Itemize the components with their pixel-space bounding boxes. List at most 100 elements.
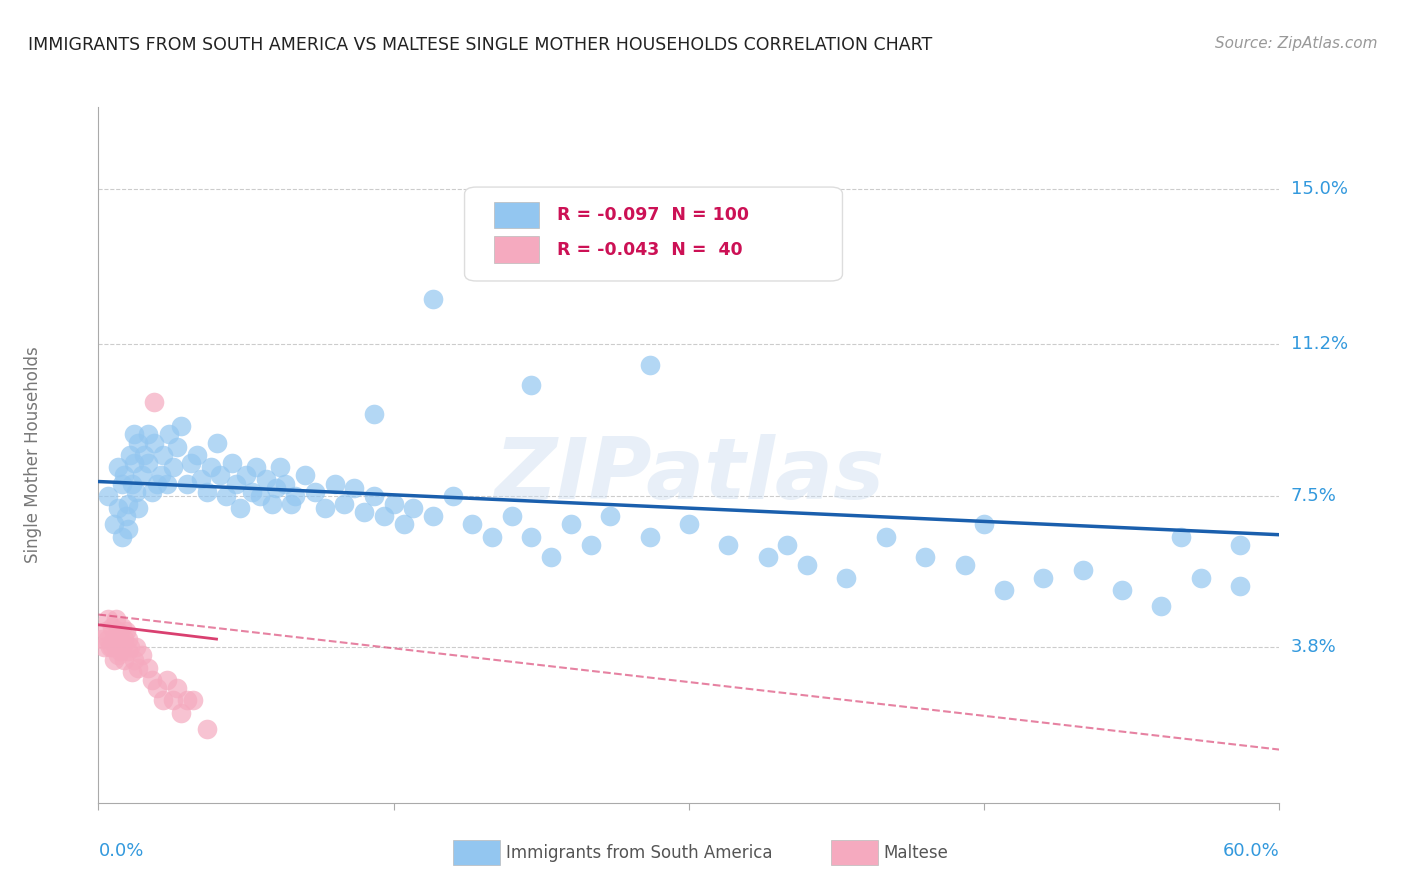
Point (176, 693, 198, 707)
Point (796, 558, 818, 573)
Point (103, 652, 125, 666)
FancyBboxPatch shape (464, 187, 842, 281)
Point (141, 484, 163, 499)
Point (229, 501, 252, 516)
Point (1229, 538, 1251, 552)
Point (422, 509, 444, 524)
Text: 11.2%: 11.2% (1291, 335, 1348, 353)
Point (973, 517, 995, 532)
Point (125, 640, 148, 655)
Point (221, 456, 243, 470)
Point (269, 460, 291, 475)
Point (98, 640, 121, 655)
Point (1229, 579, 1251, 593)
Point (112, 652, 135, 666)
Point (461, 517, 484, 532)
Point (131, 648, 153, 663)
Point (422, 293, 444, 307)
Point (166, 440, 188, 454)
Bar (494, 236, 538, 263)
Point (249, 489, 271, 503)
Point (756, 550, 779, 565)
Point (284, 489, 307, 503)
Point (146, 476, 169, 491)
Point (105, 640, 128, 655)
Point (101, 620, 124, 634)
Point (914, 550, 936, 565)
Point (1189, 571, 1212, 585)
Point (121, 665, 143, 679)
Point (156, 673, 179, 687)
Point (180, 456, 202, 470)
Point (1150, 599, 1173, 614)
Point (181, 693, 204, 707)
Point (118, 640, 141, 655)
Text: 7.5%: 7.5% (1291, 487, 1337, 505)
Point (136, 661, 159, 675)
Point (111, 640, 134, 655)
Point (112, 632, 135, 646)
Point (91, 632, 114, 646)
Bar (831, 840, 877, 865)
Point (402, 501, 425, 516)
Point (97, 632, 120, 646)
Point (127, 501, 149, 516)
Point (166, 681, 188, 696)
Text: ZIPatlas: ZIPatlas (494, 434, 884, 517)
Point (117, 632, 139, 646)
Point (520, 378, 543, 392)
Point (363, 407, 385, 421)
Point (122, 456, 145, 470)
Point (190, 473, 212, 487)
Point (111, 476, 134, 491)
Text: 3.8%: 3.8% (1291, 639, 1336, 657)
Point (152, 448, 174, 462)
Point (240, 484, 263, 499)
Text: Source: ZipAtlas.com: Source: ZipAtlas.com (1215, 36, 1378, 51)
Point (146, 681, 169, 696)
Point (122, 652, 145, 666)
Point (136, 427, 159, 442)
Point (274, 476, 297, 491)
Point (117, 497, 139, 511)
Point (638, 530, 661, 544)
Point (776, 538, 799, 552)
Point (195, 722, 218, 736)
Point (97, 612, 120, 626)
Bar (494, 202, 538, 228)
Text: Maltese: Maltese (884, 844, 949, 862)
Point (101, 640, 124, 655)
Point (323, 476, 346, 491)
Point (142, 394, 165, 409)
Point (107, 460, 129, 475)
Point (678, 517, 700, 532)
Point (205, 435, 228, 450)
Point (304, 484, 326, 499)
Point (122, 427, 145, 442)
Point (481, 530, 503, 544)
Point (108, 632, 131, 646)
Point (314, 501, 336, 516)
Point (953, 558, 976, 573)
Point (245, 460, 267, 475)
Point (97, 489, 120, 503)
Point (638, 358, 661, 372)
Point (112, 468, 135, 483)
Point (441, 489, 464, 503)
Point (132, 448, 155, 462)
Point (875, 530, 897, 544)
Point (117, 522, 139, 536)
Point (186, 448, 208, 462)
Point (835, 571, 858, 585)
Point (260, 497, 283, 511)
Point (717, 538, 740, 552)
Point (235, 468, 257, 483)
Point (333, 497, 356, 511)
Point (127, 435, 149, 450)
Point (111, 620, 134, 634)
Point (121, 476, 143, 491)
Point (382, 497, 405, 511)
Point (103, 517, 125, 532)
Point (343, 481, 366, 495)
Point (96, 624, 118, 638)
